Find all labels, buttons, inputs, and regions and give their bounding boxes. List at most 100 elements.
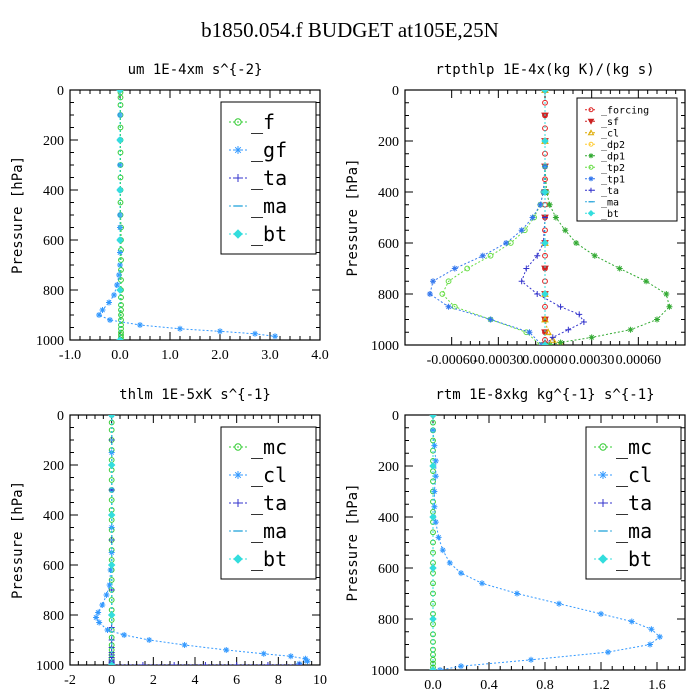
legend-label: _f xyxy=(251,110,275,134)
data-point-bt xyxy=(107,461,116,469)
data-point-cl xyxy=(544,328,552,336)
data-point-f xyxy=(118,277,124,283)
data-point-cl xyxy=(647,641,653,648)
y-tick-label: 800 xyxy=(378,613,399,628)
data-point-tp2 xyxy=(464,265,471,272)
legend-marker xyxy=(588,187,594,193)
data-point-cl xyxy=(541,315,549,323)
y-tick-label: 800 xyxy=(43,609,64,624)
data-point-bt xyxy=(541,188,549,196)
data-point-bt xyxy=(107,661,116,665)
legend-label: _mc xyxy=(616,435,652,459)
data-point-gf xyxy=(116,272,122,278)
chart-panel-3: thlm 1E-5xK s^{-1} Pressure [hPa] 0 200 400 6… xyxy=(10,387,327,688)
y-tick-label: 0 xyxy=(57,84,64,99)
data-point-bt xyxy=(116,286,124,294)
y-tick-label: 600 xyxy=(378,562,399,577)
legend-label: _ta xyxy=(251,491,287,515)
data-point-tp1 xyxy=(451,265,458,272)
data-point-cl xyxy=(287,653,294,660)
legend-marker xyxy=(588,164,594,170)
data-point-cl xyxy=(458,570,464,577)
data-point-dp1 xyxy=(654,316,660,323)
data-point-f xyxy=(118,325,124,332)
x-tick-label: 0.0 xyxy=(111,348,129,363)
data-point-cl xyxy=(431,442,438,449)
legend-label: _dp2 xyxy=(601,140,625,151)
data-point-ta xyxy=(139,662,146,665)
y-tick-label: 200 xyxy=(378,460,399,475)
data-point-cl xyxy=(146,637,153,643)
data-point-cl xyxy=(446,559,453,566)
data-point-gf xyxy=(177,325,183,332)
data-point-bt xyxy=(116,136,124,144)
data-point-tp1 xyxy=(518,227,525,234)
y-axis-label: Pressure [hPa] xyxy=(10,481,26,599)
data-point-tp1 xyxy=(537,201,544,208)
y-tick-label: 0 xyxy=(392,84,399,99)
legend-marker xyxy=(233,229,243,239)
data-point-cl xyxy=(181,642,188,648)
data-point-cl xyxy=(431,503,438,510)
data-point-bt xyxy=(429,615,437,623)
data-point-tp1 xyxy=(426,291,433,297)
data-point-mc xyxy=(430,437,436,444)
x-tick-label: 0 xyxy=(108,673,115,688)
y-tick-label: 400 xyxy=(43,509,64,524)
data-point-ta xyxy=(518,278,525,285)
data-point-cl xyxy=(598,610,604,617)
chart-panel-2: rtpthlp 1E-4x(kg K)/(kg s) Pressure [hPa]… xyxy=(345,62,686,368)
data-point-ta xyxy=(202,662,209,665)
y-tick-label: 600 xyxy=(43,234,64,249)
data-point-cl xyxy=(432,519,439,526)
x-tick-label: -2 xyxy=(64,673,76,688)
data-point-cl xyxy=(437,667,443,670)
series-group xyxy=(96,90,278,340)
x-tick-label: 4.0 xyxy=(311,348,329,363)
x-tick-label: 1.6 xyxy=(648,678,666,693)
data-point-mc xyxy=(430,529,436,536)
legend-marker xyxy=(587,210,595,217)
data-point-tp2 xyxy=(439,291,446,297)
data-point-mc xyxy=(108,597,115,603)
data-point-dp1 xyxy=(552,214,559,221)
data-point-bt xyxy=(107,511,116,519)
legend-box xyxy=(576,97,678,222)
data-point-dp1 xyxy=(562,227,569,234)
data-point-bt xyxy=(116,336,124,340)
data-point-gf xyxy=(117,162,123,168)
data-point-tp1 xyxy=(430,278,436,285)
data-point-bt xyxy=(107,415,116,419)
data-point-bt xyxy=(116,90,124,94)
data-point-ta xyxy=(233,662,240,665)
x-tick-label: -1.0 xyxy=(59,348,81,363)
legend-label: _tp2 xyxy=(601,163,625,174)
chart-panel-4: rtm 1E-8xkg kg^{-1} s^{-1} Pressure [hPa]… xyxy=(345,387,686,693)
data-point-cl xyxy=(93,614,100,621)
data-point-ta xyxy=(534,291,541,297)
data-point-mc xyxy=(430,600,436,607)
data-point-bt xyxy=(429,564,437,572)
data-point-forcing xyxy=(542,303,548,310)
data-point-ta xyxy=(576,311,583,318)
data-point-cl xyxy=(99,602,106,608)
series-line-gf xyxy=(98,90,276,337)
data-point-tp2 xyxy=(445,278,452,285)
data-point-mc xyxy=(108,497,115,503)
legend-label: _ma xyxy=(251,519,287,543)
y-tick-label: 1000 xyxy=(36,659,64,674)
data-point-f xyxy=(118,294,124,301)
panel-title: rtpthlp 1E-4x(kg K)/(kg s) xyxy=(435,62,654,78)
data-point-gf xyxy=(137,322,143,328)
legend-marker xyxy=(587,118,595,125)
data-point-gf xyxy=(117,262,123,268)
data-point-cl xyxy=(479,580,485,587)
legend-marker xyxy=(234,443,242,451)
legend-marker xyxy=(234,471,242,479)
legend-marker xyxy=(234,499,242,507)
x-tick-label: -0.00060 xyxy=(427,353,477,368)
data-point-gf xyxy=(252,330,258,337)
legend-label: _tp1 xyxy=(601,174,625,185)
data-point-bt xyxy=(541,90,549,94)
